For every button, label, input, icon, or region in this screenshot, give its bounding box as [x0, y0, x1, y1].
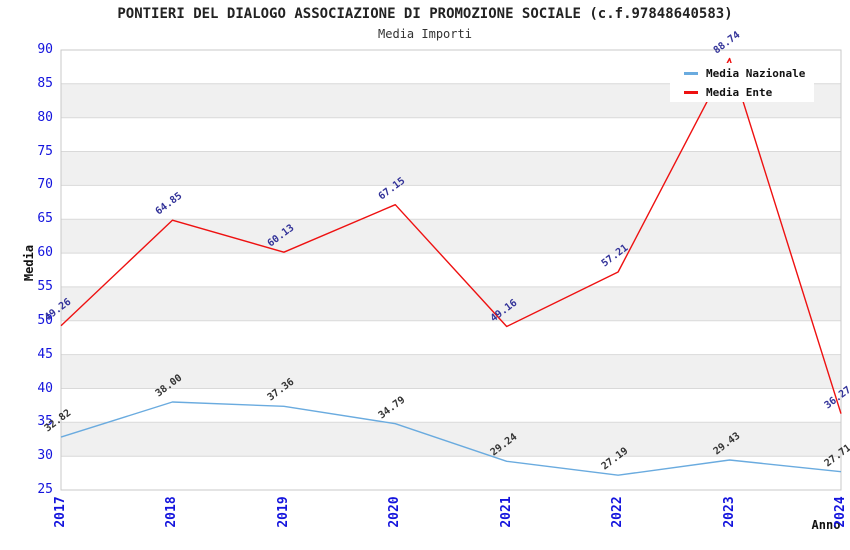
data-point-label: 32.82: [42, 407, 74, 435]
x-tick-label: 2022: [610, 496, 626, 528]
y-tick-label: 75: [37, 143, 53, 159]
y-tick-label: 25: [37, 482, 53, 497]
data-point-label: 64.85: [154, 190, 185, 218]
x-tick-label: 2017: [53, 496, 68, 528]
y-tick-label: 45: [37, 346, 53, 362]
data-point-label: 37.36: [265, 376, 297, 404]
x-tick-label: 2023: [721, 496, 737, 528]
data-point-label: 67.15: [376, 175, 408, 203]
y-tick-label: 30: [37, 448, 53, 464]
x-tick-label: 2020: [387, 496, 403, 528]
y-tick-label: 70: [37, 177, 53, 193]
data-point-label: 27.19: [599, 445, 631, 473]
chart-title: PONTIERI DEL DIALOGO ASSOCIAZIONE DI PRO…: [117, 6, 733, 22]
legend-item-media-ente: Media Ente: [670, 83, 814, 101]
y-tick-label: 50: [37, 312, 53, 328]
data-point-label: 49.16: [488, 297, 520, 324]
chart-subtitle: Media Importi: [378, 27, 472, 41]
x-tick-label: 2019: [275, 496, 291, 528]
data-point-label: 36.27: [822, 384, 850, 412]
data-point-label: 34.79: [376, 394, 408, 422]
y-tick-label: 35: [37, 414, 53, 430]
legend: Media Nazionale Media Ente: [670, 63, 814, 102]
x-axis-title: Anno: [811, 518, 841, 532]
data-point-label: 60.13: [265, 222, 297, 250]
y-tick-label: 60: [37, 245, 53, 261]
legend-item-media-nazionale: Media Nazionale: [670, 64, 814, 82]
data-point-label: 57.21: [599, 242, 631, 270]
data-point-label: 29.43: [711, 430, 742, 458]
data-point-label: 49.26: [42, 296, 74, 324]
y-tick-label: 85: [37, 75, 53, 91]
y-tick-label: 90: [37, 42, 53, 57]
y-tick-label: 40: [37, 380, 53, 396]
media-ente-line-swatch: [684, 90, 698, 94]
data-point-label: 27.71: [822, 442, 850, 470]
x-tick-label: 2021: [498, 496, 514, 528]
data-point-label: 29.24: [488, 431, 520, 459]
legend-label-media-nazionale: Media Nazionale: [706, 66, 806, 80]
media-nazionale-line-swatch: [684, 71, 698, 75]
y-tick-label: 55: [37, 278, 53, 294]
y-tick-label: 80: [37, 109, 53, 125]
x-tick-label: 2018: [164, 496, 180, 528]
data-point-label: 88.74: [711, 29, 742, 56]
y-tick-label: 65: [37, 211, 53, 227]
legend-label-media-ente: Media Ente: [706, 85, 773, 99]
data-point-label: 38.00: [154, 372, 185, 400]
x-tick-label: 2024: [833, 496, 848, 528]
